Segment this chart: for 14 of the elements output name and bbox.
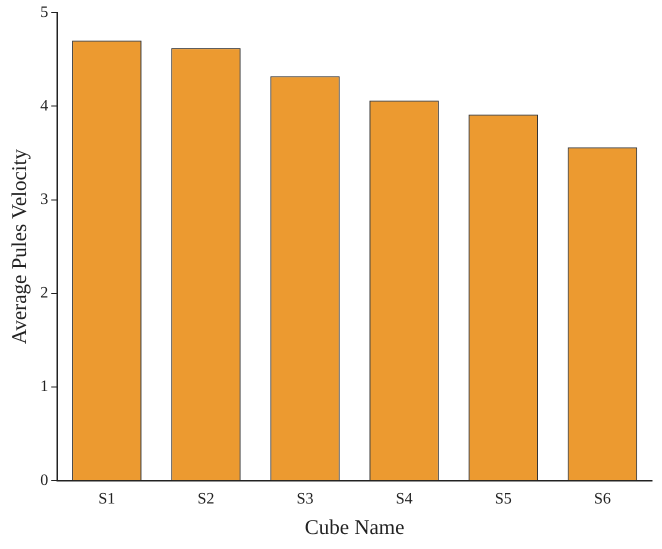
y-tick-label: 3 (40, 191, 48, 208)
x-tick-label: S3 (296, 490, 314, 508)
y-tick-label: 2 (40, 284, 48, 302)
x-axis-title: Cube Name (304, 514, 404, 539)
y-tick-label: 5 (40, 4, 48, 21)
y-axis-title: Average Pules Velocity (7, 148, 32, 344)
y-tick-label: 1 (40, 378, 48, 396)
y-tick-label: 0 (40, 472, 48, 489)
x-tick-label: S1 (98, 490, 116, 508)
x-tick-label: S5 (494, 490, 512, 508)
x-tick-label: S4 (396, 490, 413, 508)
x-tick-label: S2 (197, 490, 214, 508)
x-tick-label: S6 (594, 490, 611, 508)
y-tick-label: 4 (40, 97, 48, 114)
